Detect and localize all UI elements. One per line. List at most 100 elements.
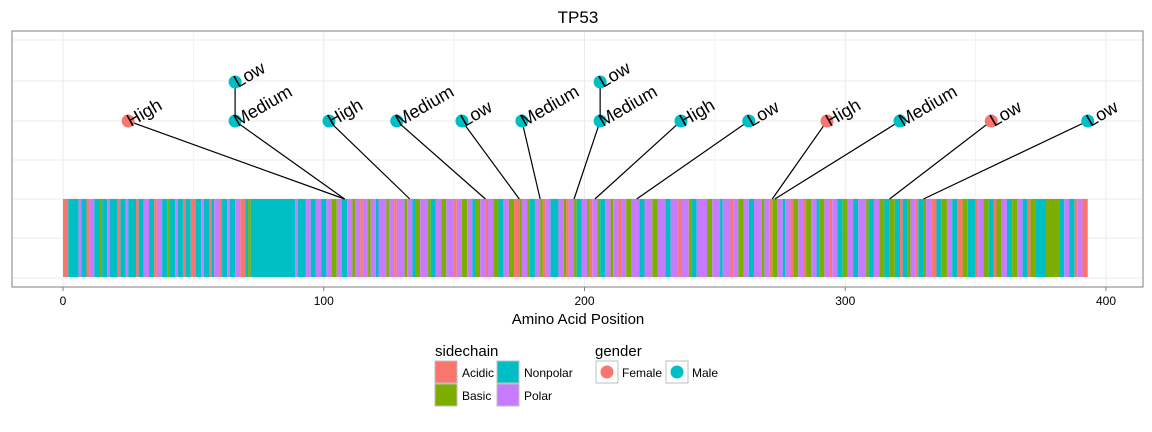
sidechain-segment <box>162 199 168 277</box>
sidechain-segment <box>785 199 791 277</box>
sidechain-segment <box>915 199 919 277</box>
sidechain-segment <box>415 199 421 277</box>
sidechain-segment <box>644 199 653 277</box>
sidechain-segment <box>941 199 947 277</box>
sidechain-segment <box>529 199 535 277</box>
sidechain-segment <box>454 199 457 277</box>
legend-label: Acidic <box>462 366 494 380</box>
sidechain-segment <box>128 199 137 277</box>
sidechain-segment <box>190 199 196 277</box>
mutation-point <box>1081 114 1095 128</box>
sidechain-segment <box>558 199 564 277</box>
sidechain-segment <box>493 199 499 277</box>
lollipop-stem <box>771 120 828 200</box>
lollipop-stem <box>573 120 601 200</box>
legend-key <box>496 360 520 384</box>
sidechain-segment <box>456 199 462 277</box>
sidechain-segment <box>331 199 337 277</box>
sidechain-segment <box>962 199 968 277</box>
sidechain-segment <box>81 199 87 277</box>
sidechain-segment <box>733 199 739 277</box>
sidechain-segment <box>720 199 723 277</box>
sidechain-segment <box>227 199 230 277</box>
sidechain-segment <box>996 199 1002 277</box>
sidechain-segment <box>894 199 901 277</box>
lollipop-stem <box>521 120 541 200</box>
sidechain-segment <box>753 199 762 277</box>
sidechain-segment <box>305 199 311 277</box>
sidechain-segment <box>245 199 249 277</box>
x-tick-label: 0 <box>60 294 67 308</box>
sidechain-segment <box>94 199 100 277</box>
sidechain-segment <box>772 199 778 277</box>
protein-bar <box>63 199 1088 277</box>
sidechain-segment <box>169 199 176 277</box>
mutation-point <box>390 114 404 128</box>
sidechain-segment <box>587 199 590 277</box>
sidechain-segment <box>441 199 447 277</box>
sidechain-segment <box>540 199 543 277</box>
sidechain-segment <box>143 199 150 277</box>
sidechain-segment <box>1069 199 1075 277</box>
sidechain-segment <box>396 199 405 277</box>
sidechain-segment <box>1022 199 1028 277</box>
sidechain-segment <box>378 199 387 277</box>
sidechain-segment <box>229 199 236 277</box>
mutation-point <box>455 114 469 128</box>
sidechain-segment <box>68 199 79 277</box>
sidechain-segment <box>902 199 908 277</box>
sidechain-segment <box>597 199 601 277</box>
sidechain-segment <box>167 199 170 277</box>
mutation-point <box>322 114 336 128</box>
sidechain-segment <box>790 199 794 277</box>
sidechain-segment <box>428 199 431 277</box>
sidechain-segment <box>592 199 598 277</box>
sidechain-segment <box>86 199 90 277</box>
sidechain-segment <box>837 199 843 277</box>
sidechain-segment <box>120 199 126 277</box>
sidechain-segment <box>975 199 979 277</box>
sidechain-segment <box>665 199 671 277</box>
sidechain-segment <box>952 199 958 277</box>
sidechain-segment <box>1082 199 1088 277</box>
sidechain-segment <box>480 199 486 277</box>
sidechain-segment <box>107 199 110 277</box>
sidechain-segment <box>542 199 546 277</box>
sidechain-segment <box>798 199 804 277</box>
sidechain-segment <box>626 199 632 277</box>
sidechain-segment <box>866 199 869 277</box>
x-tick-label: 100 <box>314 294 334 308</box>
sidechain-segment <box>589 199 593 277</box>
sidechain-segment <box>832 199 838 277</box>
sidechain-segment <box>360 199 363 277</box>
sidechain-segment <box>211 199 215 277</box>
mutation-point <box>674 114 688 128</box>
mutation-point <box>121 114 135 128</box>
sidechain-segment <box>983 199 989 277</box>
sidechain-segment <box>485 199 489 277</box>
sidechain-segment <box>712 199 721 277</box>
mutation-point <box>593 114 607 128</box>
sidechain-segment <box>1035 199 1047 277</box>
sidechain-segment <box>310 199 316 277</box>
sidechain-segment <box>534 199 541 277</box>
sidechain-segment <box>1001 199 1007 277</box>
sidechain-segment <box>214 199 220 277</box>
sidechain-segment <box>326 199 332 277</box>
sidechain-segment <box>336 199 343 277</box>
sidechain-segment <box>203 199 210 277</box>
sidechain-segment <box>154 199 157 277</box>
sidechain-segment <box>149 199 155 277</box>
sidechain-segment <box>250 199 296 277</box>
legend-key <box>434 383 458 407</box>
sidechain-segment <box>375 199 379 277</box>
sidechain-segment <box>847 199 854 277</box>
sidechain-segment <box>117 199 121 277</box>
sidechain-segment <box>657 199 666 277</box>
sidechain-segment <box>722 199 731 277</box>
sidechain-segment <box>988 199 994 277</box>
mutation-point <box>820 114 834 128</box>
legend-label: Nonpolar <box>524 366 573 380</box>
sidechain-segment <box>563 199 567 277</box>
